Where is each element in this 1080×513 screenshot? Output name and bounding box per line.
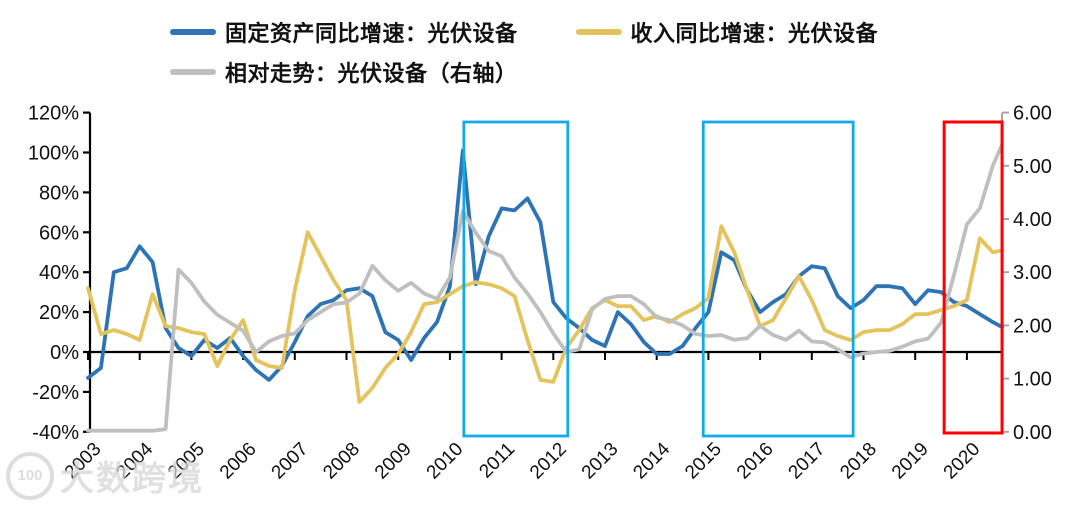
x-axis-year-label: 2016 [733,439,778,484]
right-axis-tick-label: 3.00 [1013,262,1052,284]
right-axis-tick-label: 1.00 [1013,369,1052,391]
series-line-fixed-asset [86,148,1004,382]
x-axis-year-label: 2009 [371,439,416,484]
legend-label-relative: 相对走势：光伏设备（右轴） [225,61,518,86]
x-axis-year-label: 2013 [578,439,623,484]
legend-label-fixed-asset: 固定资产同比增速：光伏设备 [225,21,518,46]
x-axis-year-label: 2010 [423,439,468,484]
x-axis-year-label: 2006 [216,439,261,484]
x-axis-year-label: 2020 [940,439,985,484]
legend-item-fixed-asset: 固定资产同比增速：光伏设备 [170,16,518,48]
right-axis-tick-label: 4.00 [1013,209,1052,231]
x-axis-year-label: 2014 [629,438,674,483]
chart-legend: 固定资产同比增速：光伏设备 收入同比增速：光伏设备 相对走势：光伏设备（右轴） [170,12,936,92]
series-line-relative [86,142,1004,433]
legend-row-2: 相对走势：光伏设备（右轴） [170,52,936,92]
left-axis-tick-label: 120% [28,103,79,125]
legend-label-revenue: 收入同比增速：光伏设备 [630,21,879,46]
right-axis-tick-label: 6.00 [1013,103,1052,125]
x-axis-year-label: 2018 [836,439,881,484]
left-axis-tick-label: 40% [39,262,79,284]
right-axis-tick-label: 0.00 [1013,422,1052,444]
x-axis-year-label: 2019 [888,439,933,484]
highlight-box-cyan-2 [701,120,855,438]
highlight-box-cyan-1 [462,120,570,438]
left-axis-tick-label: 20% [39,302,79,324]
x-axis-year-label: 2015 [681,439,726,484]
legend-row-1: 固定资产同比增速：光伏设备 收入同比增速：光伏设备 [170,12,936,52]
x-axis-year-label: 2017 [785,439,830,484]
left-axis-tick-label: 60% [39,222,79,244]
fixed-asset-line-swatch [170,29,216,35]
x-axis-year-label: 2011 [475,439,519,483]
legend-item-revenue: 收入同比增速：光伏设备 [575,16,879,48]
left-axis-tick-label: -20% [32,382,79,404]
relative-line-swatch [170,69,216,75]
revenue-line-swatch [575,29,622,35]
x-axis-year-label: 2008 [319,439,364,484]
left-axis-tick-label: 0% [50,342,79,364]
left-axis-tick-label: -40% [32,422,79,444]
legend-item-relative: 相对走势：光伏设备（右轴） [170,56,518,88]
right-axis-tick-label: 5.00 [1013,156,1052,178]
x-axis-year-label: 2007 [268,439,313,484]
x-axis-year-label: 2003 [61,439,106,484]
left-axis-tick-label: 100% [28,143,79,165]
left-axis-tick-label: 80% [39,182,79,204]
x-axis-year-label: 2012 [526,439,571,484]
x-axis-year-label: 2004 [112,438,157,483]
right-axis-tick-label: 2.00 [1013,315,1052,337]
highlight-box-red-2020 [942,120,1004,435]
x-axis-year-label: 2005 [164,439,209,484]
